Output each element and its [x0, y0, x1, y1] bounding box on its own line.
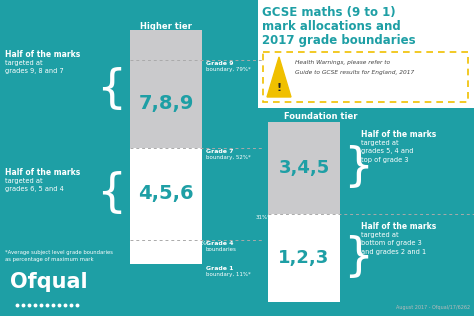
Polygon shape: [267, 57, 291, 97]
Text: Grade 1: Grade 1: [206, 266, 234, 271]
Text: !: !: [276, 83, 282, 93]
Text: boundary, 79%*: boundary, 79%*: [206, 67, 251, 72]
Text: 18%*: 18%*: [194, 241, 209, 246]
Text: Half of the marks: Half of the marks: [5, 168, 80, 177]
Text: boundary, 52%*: boundary, 52%*: [206, 155, 251, 160]
Text: boundaries: boundaries: [206, 247, 237, 252]
Text: GCSE maths (9 to 1): GCSE maths (9 to 1): [262, 6, 396, 19]
Text: targeted at
bottom of grade 3
and grades 2 and 1: targeted at bottom of grade 3 and grades…: [361, 232, 426, 255]
FancyBboxPatch shape: [268, 122, 340, 214]
Text: Ofqual: Ofqual: [10, 272, 88, 292]
Text: 3,4,5: 3,4,5: [278, 159, 329, 177]
Text: {: {: [96, 172, 126, 216]
Text: Grade 7: Grade 7: [206, 149, 234, 154]
Text: 4,5,6: 4,5,6: [138, 185, 194, 204]
Text: Half of the marks: Half of the marks: [5, 50, 80, 59]
Text: Half of the marks: Half of the marks: [361, 222, 436, 231]
Text: 2017 grade boundaries: 2017 grade boundaries: [262, 34, 416, 47]
Text: Grade 4: Grade 4: [206, 241, 234, 246]
Text: targeted at
grades 9, 8 and 7: targeted at grades 9, 8 and 7: [5, 60, 64, 75]
Text: *Average subject level grade boundaries
as percentage of maximum mark: *Average subject level grade boundaries …: [5, 250, 113, 262]
FancyBboxPatch shape: [268, 214, 340, 302]
Text: targeted at
grades 6, 5 and 4: targeted at grades 6, 5 and 4: [5, 178, 64, 192]
Text: 31%*: 31%*: [256, 215, 271, 220]
Text: 1,2,3: 1,2,3: [278, 249, 329, 267]
FancyBboxPatch shape: [258, 0, 474, 108]
Text: }: }: [343, 145, 373, 191]
Text: Foundation tier: Foundation tier: [284, 112, 357, 121]
Text: Half of the marks: Half of the marks: [361, 130, 436, 139]
Text: mark allocations and: mark allocations and: [262, 20, 401, 33]
Text: {: {: [96, 66, 126, 112]
Text: Guide to GCSE results for England, 2017: Guide to GCSE results for England, 2017: [295, 70, 414, 75]
FancyBboxPatch shape: [130, 148, 202, 264]
Text: Grade 9: Grade 9: [206, 61, 234, 66]
FancyBboxPatch shape: [263, 52, 468, 102]
Text: August 2017 - Ofqual/17/6262: August 2017 - Ofqual/17/6262: [396, 305, 470, 310]
Text: boundary, 11%*: boundary, 11%*: [206, 272, 251, 277]
Text: 7,8,9: 7,8,9: [138, 94, 194, 113]
Text: Higher tier: Higher tier: [140, 22, 192, 31]
Text: }: }: [343, 235, 373, 281]
Text: Health Warnings, please refer to: Health Warnings, please refer to: [295, 60, 390, 65]
FancyBboxPatch shape: [130, 30, 202, 148]
Text: targeted at
grades 5, 4 and
top of grade 3: targeted at grades 5, 4 and top of grade…: [361, 140, 413, 163]
